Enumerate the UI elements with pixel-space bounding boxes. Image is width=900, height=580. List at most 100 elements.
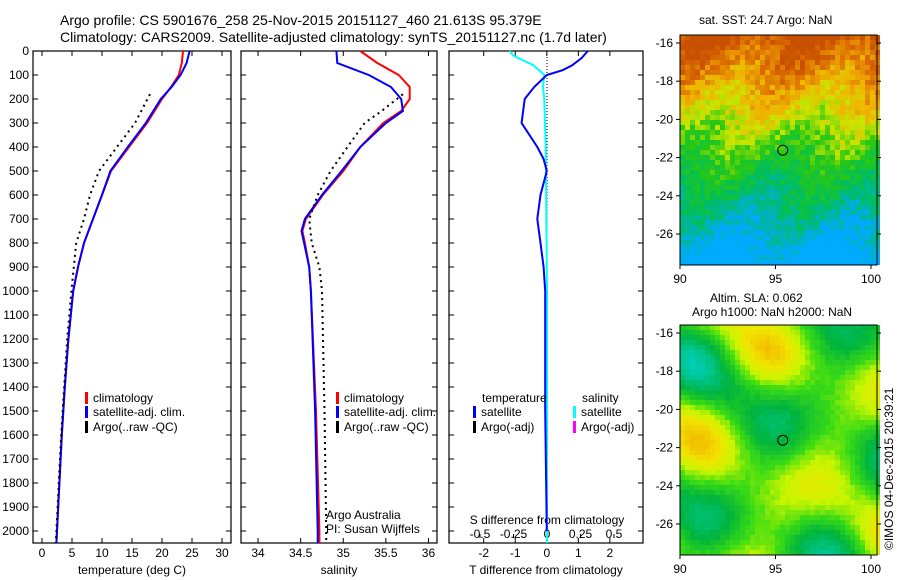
map-cell [700, 470, 705, 475]
map-cell [680, 170, 685, 175]
map-cell [755, 475, 760, 480]
map-cell [825, 325, 830, 330]
map-cell [680, 55, 685, 60]
map-cell [760, 475, 765, 480]
map-cell [760, 185, 765, 190]
map-cell [820, 65, 825, 70]
map-cell [825, 435, 830, 440]
map-cell [870, 445, 875, 450]
map-cell [795, 490, 800, 495]
map-cell [870, 360, 875, 365]
map-cell [720, 515, 725, 520]
map-cell [805, 125, 810, 130]
map-cell [855, 50, 860, 55]
map-cell [785, 160, 790, 165]
map-cell [740, 465, 745, 470]
map-cell [860, 550, 865, 555]
map-cell [825, 220, 830, 225]
argo-location-marker [777, 434, 789, 446]
map-cell [815, 535, 820, 540]
map-cell [780, 145, 785, 150]
map-cell [815, 120, 820, 125]
map-cell [685, 425, 690, 430]
map-cell [750, 425, 755, 430]
map-cell [735, 500, 740, 505]
map-cell [695, 45, 700, 50]
map-cell [710, 380, 715, 385]
map-cell [680, 90, 685, 95]
legend-satellite-swatch [336, 406, 339, 418]
map-cell [750, 550, 755, 555]
map-cell [750, 205, 755, 210]
map-cell [735, 355, 740, 360]
map-cell [725, 385, 730, 390]
map-cell [770, 550, 775, 555]
map-cell [870, 100, 875, 105]
map-cell [760, 225, 765, 230]
map-cell [705, 405, 710, 410]
map-cell [790, 325, 795, 330]
sla-map-title1: Altim. SLA: 0.062 [710, 291, 803, 305]
map-cell [815, 85, 820, 90]
map-cell [720, 480, 725, 485]
map-cell [780, 245, 785, 250]
map-cell [855, 65, 860, 70]
map-cell [835, 475, 840, 480]
map-cell [810, 105, 815, 110]
map-cell [750, 50, 755, 55]
map-cell [710, 220, 715, 225]
map-cell [685, 200, 690, 205]
map-cell [850, 130, 855, 135]
map-cell [775, 105, 780, 110]
map-cell [785, 260, 790, 265]
map-cell [735, 235, 740, 240]
map-cell [830, 130, 835, 135]
map-cell [765, 500, 770, 505]
map-cell [815, 385, 820, 390]
map-cell [760, 245, 765, 250]
map-cell [750, 435, 755, 440]
map-cell [810, 155, 815, 160]
map-cell [750, 485, 755, 490]
map-cell [715, 390, 720, 395]
map-cell [745, 125, 750, 130]
map-cell [710, 490, 715, 495]
map-cell [780, 60, 785, 65]
map-cell [720, 125, 725, 130]
map-cell [825, 380, 830, 385]
map-cell [700, 410, 705, 415]
map-cell [855, 450, 860, 455]
map-cell [725, 165, 730, 170]
map-cell [705, 170, 710, 175]
map-cell [850, 435, 855, 440]
map-cell [795, 130, 800, 135]
map-cell [760, 175, 765, 180]
map-cell [775, 325, 780, 330]
map-cell [720, 460, 725, 465]
map-cell [755, 135, 760, 140]
map-x-tick-label: 100 [861, 272, 881, 286]
map-cell [805, 545, 810, 550]
map-cell [715, 125, 720, 130]
map-cell [695, 510, 700, 515]
map-cell [755, 485, 760, 490]
map-cell [690, 130, 695, 135]
map-cell [715, 515, 720, 520]
map-cell [780, 185, 785, 190]
map-cell [745, 445, 750, 450]
map-cell [750, 75, 755, 80]
map-cell [765, 370, 770, 375]
map-cell [710, 385, 715, 390]
map-cell [700, 535, 705, 540]
map-cell [850, 215, 855, 220]
map-cell [840, 530, 845, 535]
map-cell [740, 480, 745, 485]
map-cell [855, 115, 860, 120]
map-cell [850, 380, 855, 385]
map-cell [815, 190, 820, 195]
map-cell [830, 525, 835, 530]
map-cell [790, 145, 795, 150]
map-cell [870, 390, 875, 395]
map-cell [740, 395, 745, 400]
map-cell [725, 365, 730, 370]
